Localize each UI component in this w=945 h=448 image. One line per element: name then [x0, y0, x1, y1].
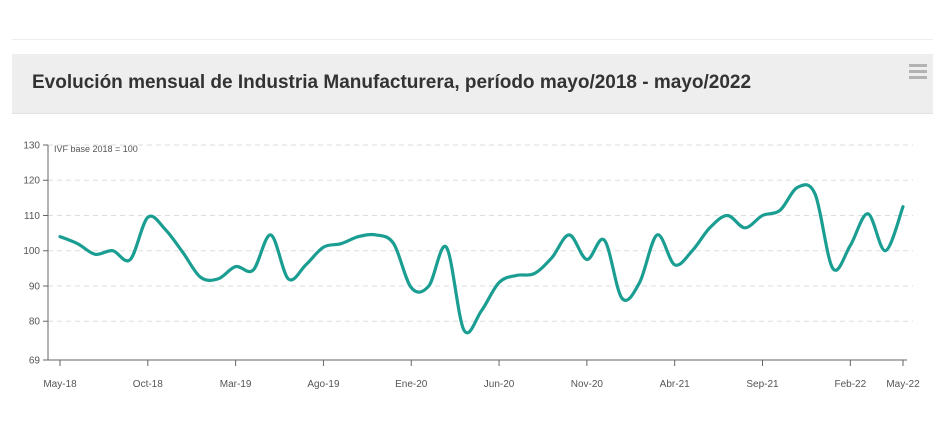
data-point: [655, 233, 659, 237]
data-point: [409, 286, 413, 290]
y-tick-label: 130: [23, 141, 40, 152]
data-point: [58, 235, 62, 239]
data-point: [831, 266, 835, 270]
data-point: [234, 265, 238, 269]
data-point: [374, 233, 378, 237]
x-axis: May-18 Oct-18 Mar-19 Ago-19 Ene-20 Jun-20 Nov-…: [43, 359, 920, 390]
data-point: [216, 277, 220, 281]
data-point: [199, 275, 203, 279]
chart-title: Evolución mensual de Industria Manufactu…: [32, 72, 752, 93]
data-point: [883, 249, 887, 253]
y-tick-label: 80: [29, 317, 41, 328]
x-tick-label: Ene-20: [395, 379, 428, 390]
data-point: [163, 228, 167, 232]
data-point: [761, 214, 765, 218]
data-point: [620, 296, 624, 300]
data-point: [725, 214, 729, 218]
data-point: [304, 263, 308, 267]
top-divider: [12, 39, 933, 40]
data-point: [602, 238, 606, 242]
y-tick-label: 90: [29, 281, 41, 292]
data-point: [76, 242, 80, 246]
y-tick-label: 120: [23, 176, 40, 187]
chart-header: Evolución mensual de Industria Manufactu…: [12, 54, 933, 114]
data-point: [321, 245, 325, 249]
data-point: [796, 185, 800, 189]
x-tick-label: May-18: [43, 379, 77, 390]
x-tick-label: Jun-20: [484, 379, 515, 390]
data-point: [532, 272, 536, 276]
data-point: [444, 245, 448, 249]
data-point: [690, 249, 694, 253]
data-point: [251, 268, 255, 272]
data-point: [480, 309, 484, 313]
x-tick-label: Nov-20: [571, 379, 604, 390]
y-axis: 69 80 90 100 110 120 130: [23, 141, 49, 367]
x-tick-label: Abr-21: [660, 379, 690, 390]
data-point: [497, 281, 501, 285]
x-tick-label: Ago-19: [307, 379, 340, 390]
y-tick-label: 100: [23, 246, 40, 257]
series-line: [58, 183, 905, 335]
data-point: [813, 192, 817, 196]
y-tick-label: 110: [24, 211, 40, 222]
data-point: [146, 215, 150, 219]
y-tick-label: 69: [29, 356, 41, 367]
data-point: [708, 226, 712, 230]
line-chart: 69 80 90 100 110 120 130 May-18 Oct-18 Mar-19 Ago…: [23, 141, 920, 391]
data-points: [58, 185, 905, 332]
data-point: [638, 281, 642, 285]
data-point: [585, 258, 589, 262]
data-point: [515, 273, 519, 277]
data-point: [848, 244, 852, 248]
data-point: [743, 226, 747, 230]
data-point: [901, 205, 905, 209]
x-tick-label: Mar-19: [220, 379, 252, 390]
data-point: [866, 212, 870, 216]
data-point: [128, 258, 132, 262]
x-tick-label: Feb-22: [834, 379, 866, 390]
data-point: [567, 233, 571, 237]
data-point: [181, 251, 185, 255]
data-point: [462, 328, 466, 332]
data-point: [269, 233, 273, 237]
data-point: [673, 263, 677, 267]
x-tick-label: Sep-21: [746, 379, 779, 390]
data-point: [778, 208, 782, 212]
data-point: [357, 235, 361, 239]
data-point: [550, 256, 554, 260]
data-point: [339, 242, 343, 246]
data-point: [392, 242, 396, 246]
x-tick-label: Oct-18: [133, 379, 163, 390]
data-point: [111, 249, 115, 253]
y-axis-label: IVF base 2018 = 100: [54, 144, 138, 154]
hamburger-menu-icon[interactable]: [909, 64, 927, 80]
data-point: [93, 252, 97, 256]
x-tick-label: May-22: [886, 379, 920, 390]
data-point: [286, 277, 290, 281]
grid-lines: [48, 144, 913, 322]
data-point: [427, 284, 431, 288]
